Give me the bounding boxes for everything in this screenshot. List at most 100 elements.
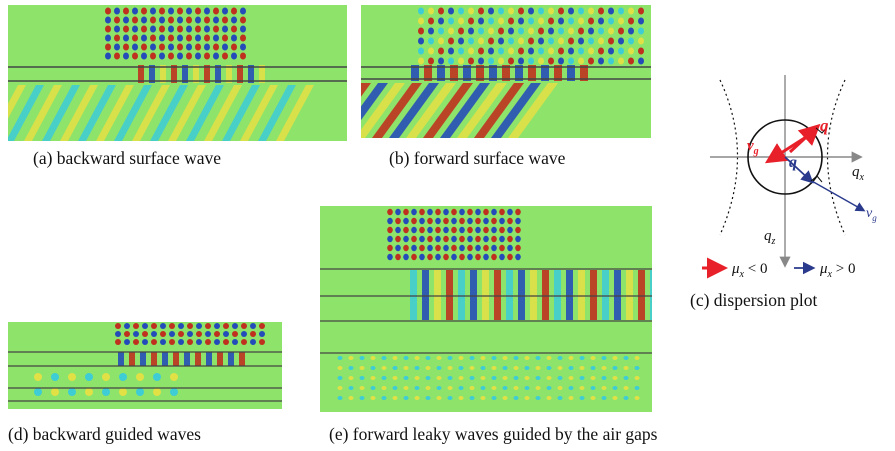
field-blob [475, 235, 481, 243]
field-blob [213, 7, 219, 15]
field-stripe [215, 65, 221, 83]
caption-e: (e) forward leaky waves guided by the ai… [329, 424, 658, 444]
field-blob [601, 366, 607, 370]
field-blob [395, 235, 401, 243]
field-blob [618, 7, 624, 15]
field-blob [524, 386, 530, 390]
field-stripe [440, 83, 490, 138]
field-stripe [258, 85, 296, 141]
field-blob [499, 253, 505, 261]
field-blob [403, 376, 409, 380]
field-blob [411, 253, 417, 261]
field-blob [105, 7, 111, 15]
field-stripe [173, 352, 179, 366]
field-blob [448, 7, 454, 15]
field-blob [558, 27, 564, 35]
caption-b: (b) forward surface wave [389, 148, 566, 168]
field-blob [105, 16, 111, 24]
field-blob [232, 323, 238, 329]
field-blob [51, 388, 59, 396]
field-blob [231, 52, 237, 60]
field-blob [436, 386, 442, 390]
field-blob [241, 331, 247, 337]
field-blob [538, 47, 544, 55]
field-blob [557, 356, 563, 360]
field-blob [186, 25, 192, 33]
field-stripe [389, 83, 439, 138]
field-blob [590, 396, 596, 400]
field-blob [133, 339, 139, 345]
field-blob [513, 386, 519, 390]
legend-blue-label: μx > 0 [819, 261, 855, 280]
field-blob [448, 47, 454, 55]
field-blob [337, 356, 343, 360]
field-stripe [276, 85, 314, 141]
field-blob [136, 388, 144, 396]
field-stripe [361, 83, 405, 138]
field-blob [638, 17, 644, 25]
field-blob [159, 52, 165, 60]
field-blob [588, 37, 594, 45]
field-blob [348, 386, 354, 390]
field-blob [222, 34, 228, 42]
field-blob [419, 235, 425, 243]
field-stripe [361, 83, 388, 121]
field-stripe [474, 83, 524, 138]
field-blob [186, 34, 192, 42]
field-blob [590, 356, 596, 360]
field-blob [451, 226, 457, 234]
field-blob [381, 376, 387, 380]
field-blob [151, 331, 157, 337]
field-blob [451, 244, 457, 252]
field-blob [623, 366, 629, 370]
field-blob [459, 244, 465, 252]
field-blob [168, 25, 174, 33]
field-blob [458, 396, 464, 400]
field-stripe [140, 352, 146, 366]
field-blob [414, 386, 420, 390]
field-blob [499, 235, 505, 243]
field-blob [196, 339, 202, 345]
field-blob [507, 244, 513, 252]
field-stripe [239, 352, 245, 366]
field-blob [392, 376, 398, 380]
field-blob [480, 366, 486, 370]
field-blob [578, 57, 584, 65]
field-stripe [42, 85, 80, 141]
field-blob [515, 244, 521, 252]
field-blob [428, 27, 434, 35]
field-blob [387, 226, 393, 234]
field-blob [548, 17, 554, 25]
panel-a-field-map [8, 5, 347, 141]
field-blob [102, 373, 110, 381]
field-blob [498, 47, 504, 55]
field-blob [438, 27, 444, 35]
field-blob [491, 386, 497, 390]
field-blob [85, 388, 93, 396]
field-blob [498, 57, 504, 65]
field-blob [387, 208, 393, 216]
field-blob [123, 25, 129, 33]
field-blob [259, 339, 265, 345]
right-angle-mark-bottom [810, 175, 823, 183]
field-blob [483, 235, 489, 243]
field-blob [435, 244, 441, 252]
field-blob [518, 17, 524, 25]
field-blob [468, 37, 474, 45]
field-blob [488, 37, 494, 45]
field-blob [68, 388, 76, 396]
field-blob [370, 356, 376, 360]
field-blob [588, 57, 594, 65]
field-blob [475, 253, 481, 261]
field-blob [612, 396, 618, 400]
field-blob [142, 323, 148, 329]
field-blob [153, 373, 161, 381]
field-blob [186, 7, 192, 15]
field-blob [598, 27, 604, 35]
field-blob [381, 396, 387, 400]
field-blob [467, 226, 473, 234]
field-blob [427, 253, 433, 261]
field-blob [480, 356, 486, 360]
field-blob [395, 226, 401, 234]
field-blob [250, 331, 256, 337]
